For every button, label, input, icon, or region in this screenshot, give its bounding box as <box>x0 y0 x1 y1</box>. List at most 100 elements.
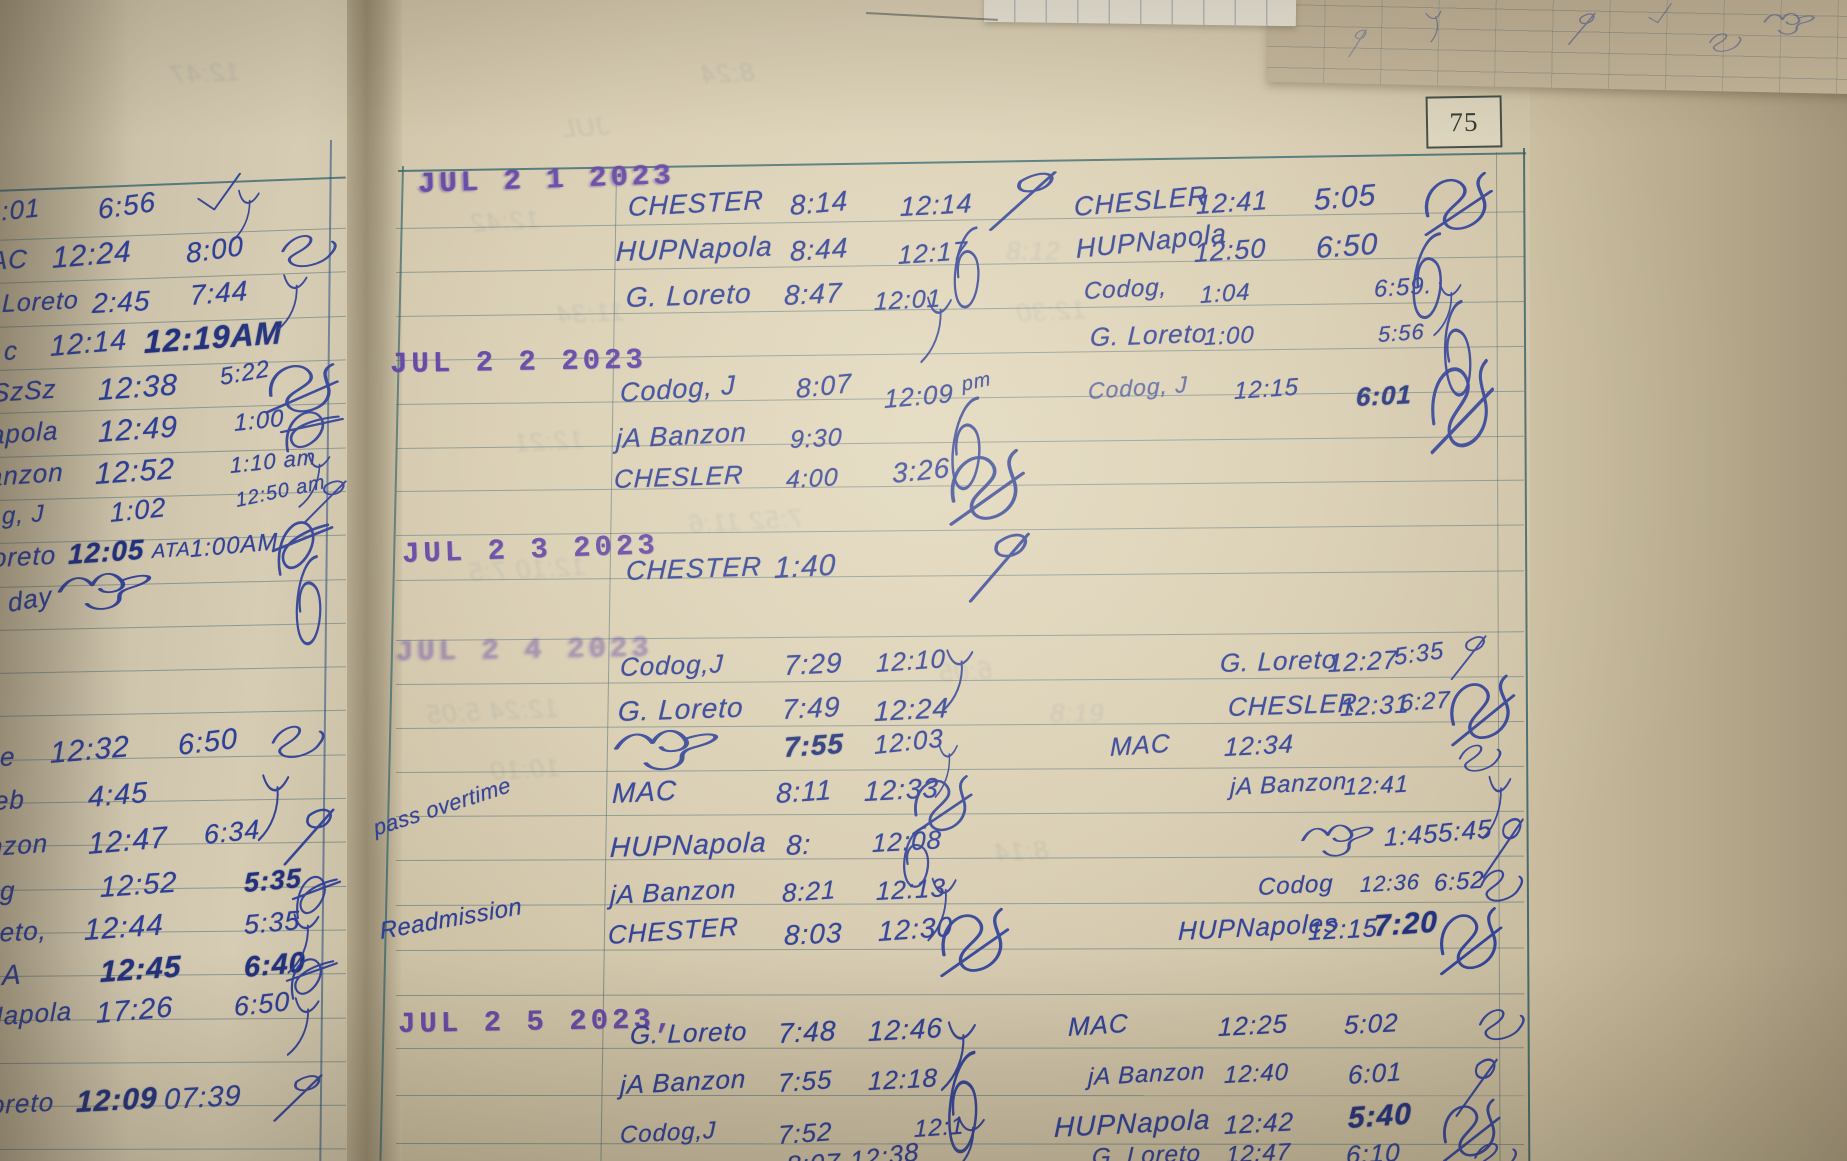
signature-flourish <box>266 221 345 288</box>
handwritten-entry: 12:41 <box>1196 184 1269 221</box>
handwritten-entry: 4:45 <box>87 776 149 815</box>
ghost-mark: 12:47 <box>169 56 241 90</box>
handwritten-entry: g <box>0 875 16 907</box>
left-page <box>0 0 347 1161</box>
signature-flourish <box>250 760 306 849</box>
handwritten-entry: 12:50 <box>1194 232 1267 269</box>
signature-flourish <box>1420 3 1456 46</box>
signature-flourish <box>255 348 345 429</box>
signature-flourish <box>944 1104 1001 1161</box>
signature-flourish <box>276 800 342 878</box>
signature-flourish <box>1395 220 1467 328</box>
signature-flourish <box>46 555 162 626</box>
handwritten-entry: 9:30 <box>789 423 843 455</box>
signature-flourish <box>1758 4 1819 42</box>
handwritten-entry: 6:01 <box>1355 379 1413 413</box>
handwritten-entry: g, J <box>2 499 45 531</box>
handwritten-entry: 8:03 <box>783 916 843 952</box>
signature-flourish <box>1427 270 1476 344</box>
handwritten-entry: e <box>0 741 16 773</box>
handwritten-entry: Loreto <box>1 285 80 319</box>
handwritten-entry: 6:01 <box>1348 1056 1403 1091</box>
signature-flourish <box>1434 661 1525 759</box>
handwritten-entry: CHESLER <box>613 459 745 495</box>
signature-flourish <box>920 864 972 949</box>
handwritten-entry: 4:00 <box>785 463 839 495</box>
ghost-mark: 12:30 <box>1015 294 1087 328</box>
signature-flourish <box>1410 160 1501 248</box>
handwritten-entry: 8:07 <box>786 1147 841 1161</box>
handwritten-entry: 12:25 <box>1217 1008 1289 1043</box>
signature-flourish <box>279 942 340 1016</box>
handwritten-entry: 8:07 <box>795 368 853 405</box>
right-page <box>402 0 1532 1161</box>
handwritten-entry: 8:21 <box>782 874 837 909</box>
handwritten-entry: 1:04 <box>1200 278 1251 310</box>
handwritten-entry: 12:09 <box>75 1081 158 1120</box>
handwritten-entry: anzon <box>0 456 64 493</box>
handwritten-entry: 12:52 <box>100 866 178 905</box>
handwritten-entry: Codog,J <box>619 648 725 683</box>
handwritten-entry: 6:10 <box>1345 1137 1401 1161</box>
handwritten-entry: G. Loreto <box>1089 317 1208 353</box>
signature-flourish <box>291 440 345 518</box>
handwritten-entry: G. Loreto <box>1091 1140 1202 1161</box>
handwritten-entry: 8:47 <box>783 276 843 312</box>
handwritten-entry: 7:29 <box>783 646 843 682</box>
signature-flourish <box>279 984 335 1066</box>
signature-flourish <box>190 166 250 226</box>
signature-flourish <box>270 392 347 473</box>
handwritten-entry: HUPNapola <box>615 230 774 268</box>
handwritten-entry: 8:11 <box>776 774 833 810</box>
book-spine <box>347 0 403 1161</box>
signature-flourish <box>1430 1087 1508 1161</box>
signature-flourish <box>1292 809 1382 870</box>
signature-flourish <box>1468 856 1530 922</box>
ghost-mark: 8:14 <box>993 834 1050 868</box>
signature-flourish <box>1446 732 1509 790</box>
handwritten-entry: 12:24 <box>51 234 133 276</box>
signature-flourish <box>225 178 274 251</box>
signature-flourish <box>928 895 1015 990</box>
handwritten-entry: 1:00 <box>1203 321 1255 352</box>
handwritten-entry: Codog,J <box>619 1116 717 1150</box>
handwritten-entry: 12:47 <box>87 820 169 862</box>
handwritten-entry: 12:15 <box>1307 912 1379 947</box>
handwritten-entry: Codog, <box>1083 273 1168 306</box>
handwritten-entry: 12:14 <box>49 324 128 364</box>
signature-flourish <box>264 500 336 596</box>
signature-flourish <box>1560 8 1604 52</box>
handwritten-entry: 2:01 <box>0 192 41 229</box>
ghost-mark: 8:19 <box>1050 698 1105 728</box>
handwritten-entry: 12:45 <box>100 950 182 990</box>
handwritten-entry: G. Loreto <box>1219 643 1338 679</box>
ghost-mark: 8:24 <box>699 56 756 90</box>
handwritten-entry: 12:10 <box>876 643 946 679</box>
signature-flourish <box>280 900 336 983</box>
handwritten-entry: 7:55 <box>784 727 844 764</box>
handwritten-entry: 12:44 <box>84 908 164 948</box>
handwritten-entry: eb <box>0 783 25 817</box>
handwritten-entry: HUPNapola <box>609 826 768 864</box>
handwritten-entry: 12:18 <box>867 1062 939 1097</box>
handwritten-entry: 1:45 <box>1384 818 1439 853</box>
signature-flourish <box>1418 341 1500 472</box>
handwritten-entry: MAC <box>1068 1007 1129 1043</box>
handwritten-entry: 5:40 <box>1348 1097 1412 1136</box>
signature-flourish <box>262 1067 334 1132</box>
signature-flourish <box>954 522 1045 618</box>
handwritten-entry: jA Banzon <box>619 1063 747 1101</box>
handwritten-entry: 12:47 <box>1225 1138 1292 1161</box>
handwritten-entry: 7:52 <box>778 1116 833 1151</box>
handwritten-entry: apola <box>0 415 59 451</box>
handwritten-entry: SzSz <box>0 373 57 409</box>
handwritten-entry: MAC <box>1110 727 1171 763</box>
ghost-mark: JUL <box>559 110 610 144</box>
handwritten-entry: 8: <box>785 828 812 862</box>
handwritten-entry: jA Banzon <box>609 873 737 911</box>
signature-flourish <box>889 818 950 894</box>
handwritten-entry: 7:49 <box>781 690 841 726</box>
signature-flourish <box>282 545 341 652</box>
handwritten-entry: 7:44 <box>189 274 249 312</box>
signature-flourish <box>1462 1130 1524 1161</box>
